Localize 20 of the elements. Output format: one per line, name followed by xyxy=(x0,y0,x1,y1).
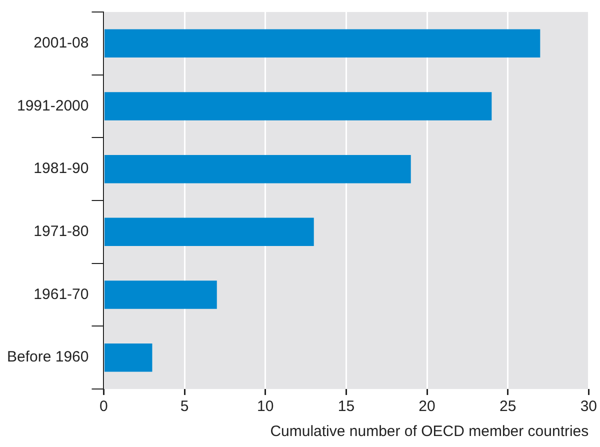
bar xyxy=(104,280,217,309)
x-tick-label: 5 xyxy=(180,398,189,416)
x-tick-label: 0 xyxy=(100,398,108,416)
x-tick-label: 20 xyxy=(418,398,436,416)
bar xyxy=(104,343,152,372)
y-tick-label: 2001-08 xyxy=(34,34,89,52)
x-tick-label: 15 xyxy=(338,398,355,416)
x-tick-label: 30 xyxy=(580,398,597,416)
y-tick-label: 1991-2000 xyxy=(16,97,89,114)
y-tick-label: Before 1960 xyxy=(6,348,89,366)
x-tick-label: 25 xyxy=(499,398,516,416)
bar xyxy=(104,218,314,246)
bar xyxy=(104,29,540,58)
x-tick-label: 10 xyxy=(257,398,274,416)
bar xyxy=(104,154,411,184)
x-axis-title: Cumulative number of OECD member countries xyxy=(270,423,589,440)
bar xyxy=(104,92,492,120)
y-tick-label: 1971-80 xyxy=(34,223,89,240)
y-tick-label: 1981-90 xyxy=(34,160,89,178)
y-tick-label: 1961-70 xyxy=(34,286,89,303)
